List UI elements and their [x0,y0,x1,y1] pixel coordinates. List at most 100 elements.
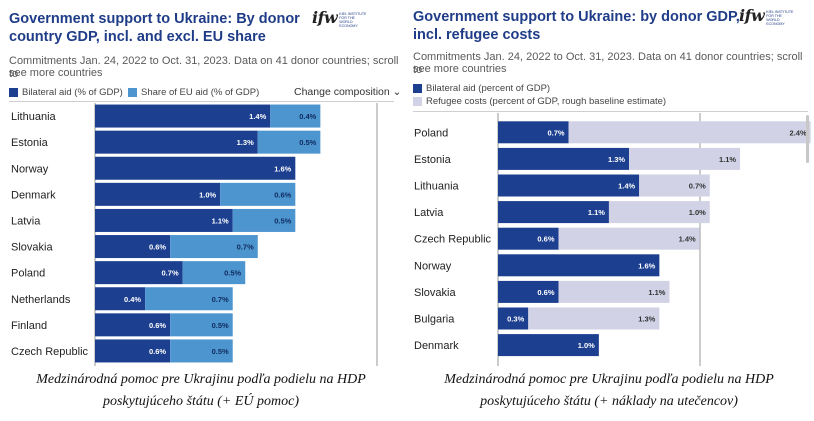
data-label: 1.0% [199,190,216,199]
left-legend-eu-share: Share of EU aid (% of GDP) [128,87,259,98]
legend-label-eu-share: Share of EU aid (% of GDP) [141,87,260,98]
right-logo-mark: ifw [739,6,765,25]
bar-refugee[interactable] [608,201,710,224]
bar-bilateral[interactable] [95,287,146,311]
right-caption-line2: poskytujúceho štátu (+ náklady na utečen… [480,394,738,409]
bar-refugee[interactable] [639,174,710,197]
legend-swatch-bilateral [413,84,422,93]
bar-eu-share[interactable] [232,208,296,232]
data-label: 0.6% [537,235,554,244]
chevron-down-icon: ⌄ [392,86,402,98]
bar-bilateral[interactable] [95,235,171,259]
bar-eu-share[interactable] [145,287,233,311]
data-label: 0.7% [162,269,179,278]
data-label: 1.3% [237,138,254,147]
left-chart-panel: Government support to Ukraine: By donor … [0,0,402,366]
bar-bilateral[interactable] [95,130,258,154]
left-caption-line1: Medzinárodná pomoc pre Ukrajinu podľa po… [36,372,366,387]
category-label: Netherlands [11,294,71,306]
data-label: 1.6% [638,261,655,270]
category-label: Lithuania [11,111,57,123]
left-chart-title-line2: country GDP, incl. and excl. EU share [9,29,266,45]
left-legend-divider [9,101,394,102]
category-label: Denmark [11,189,56,201]
bar-refugee[interactable] [558,227,700,250]
bar-refugee[interactable] [568,121,811,144]
category-label: Denmark [414,340,459,352]
data-label: 0.5% [299,138,316,147]
bar-bilateral[interactable] [498,334,599,357]
bar-eu-share[interactable] [182,261,246,285]
bar-bilateral[interactable] [498,254,660,277]
bar-refugee[interactable] [629,147,741,170]
bar-bilateral[interactable] [95,182,221,206]
left-caption: Medzinárodná pomoc pre Ukrajinu podľa po… [0,369,402,413]
bar-refugee[interactable] [558,280,670,303]
category-label: Norway [11,163,49,175]
bar-bilateral[interactable] [498,307,529,330]
data-label: 0.5% [212,321,229,330]
legend-label-bilateral: Bilateral aid (percent of GDP) [426,83,551,94]
data-label: 0.7% [212,295,229,304]
data-label: 1.4% [618,182,635,191]
bar-eu-share[interactable] [257,130,321,154]
left-chart-subtitle-line2: see more countries [9,67,103,79]
legend-label-refugee: Refugee costs (percent of GDP, rough bas… [426,96,667,107]
data-label: 1.3% [608,155,625,164]
change-composition-dropdown[interactable]: Change composition ⌄ [294,86,401,98]
category-label: Norway [414,260,452,272]
bar-bilateral[interactable] [498,227,559,250]
data-label: 1.1% [719,155,736,164]
bar-refugee[interactable] [528,307,660,330]
bar-bilateral[interactable] [498,174,640,197]
data-label: 0.5% [224,269,241,278]
right-bar-chart: Poland 0.7% 2.4% Estonia 1.3% 1.1% Lithuania 1.… [414,113,811,366]
change-composition-label: Change composition [294,86,390,98]
right-chart-title-line1: Government support to Ukraine: by donor … [413,9,740,25]
category-label: Bulgaria [414,314,455,326]
left-chart-title-line1: Government support to Ukraine: By donor [9,11,300,27]
right-chart-panel: Government support to Ukraine: by donor … [404,0,814,366]
bar-bilateral[interactable] [498,147,630,170]
bar-eu-share[interactable] [170,339,233,363]
data-label: 0.6% [149,347,166,356]
right-chart-subtitle-line1: Commitments Jan. 24, 2022 to Oct. 31, 20… [413,51,803,76]
left-caption-line2: poskytujúceho štátu (+ EÚ pomoc) [102,394,300,409]
category-label: Slovakia [11,242,53,254]
legend-swatch-eu-share [128,88,137,97]
right-legend-refugee: Refugee costs (percent of GDP, rough bas… [413,96,666,107]
data-label: 0.3% [507,315,524,324]
bar-eu-share[interactable] [270,104,321,128]
category-label: Lithuania [414,181,460,193]
bar-bilateral[interactable] [498,201,609,224]
bar-bilateral[interactable] [95,156,296,180]
data-label: 1.3% [638,315,655,324]
data-label: 0.6% [149,321,166,330]
left-legend-bilateral: Bilateral aid (% of GDP) [9,87,123,98]
bar-bilateral[interactable] [95,208,233,232]
right-scrollbar[interactable] [806,115,809,163]
left-chart-subtitle-line1: Commitments Jan. 24, 2022 to Oct. 31, 20… [9,55,399,80]
left-ifw-logo: ifw KIEL INSTITUTE FOR THE WORLD ECONOMY [312,8,369,28]
bar-eu-share[interactable] [170,235,258,259]
bar-bilateral[interactable] [498,121,569,144]
data-label: 0.5% [212,347,229,356]
bar-bilateral[interactable] [95,313,171,337]
right-caption: Medzinárodná pomoc pre Ukrajinu podľa po… [404,369,814,413]
bar-bilateral[interactable] [95,261,183,285]
category-label: Estonia [414,154,452,166]
data-label: 1.6% [274,164,291,173]
bar-eu-share[interactable] [170,313,233,337]
legend-swatch-refugee [413,97,422,106]
data-label: 0.4% [124,295,141,304]
left-logo-caption: KIEL INSTITUTE FOR THE WORLD ECONOMY [339,12,367,28]
data-label: 1.1% [588,208,605,217]
category-label: Poland [414,127,448,139]
bar-bilateral[interactable] [498,280,559,303]
data-label: 0.6% [149,243,166,252]
bar-bilateral[interactable] [95,339,171,363]
bar-eu-share[interactable] [220,182,296,206]
right-ifw-logo: ifw KIEL INSTITUTE FOR THE WORLD ECONOMY [739,6,796,26]
right-chart-title-line2: incl. refugee costs [413,27,541,43]
bar-bilateral[interactable] [95,104,271,128]
